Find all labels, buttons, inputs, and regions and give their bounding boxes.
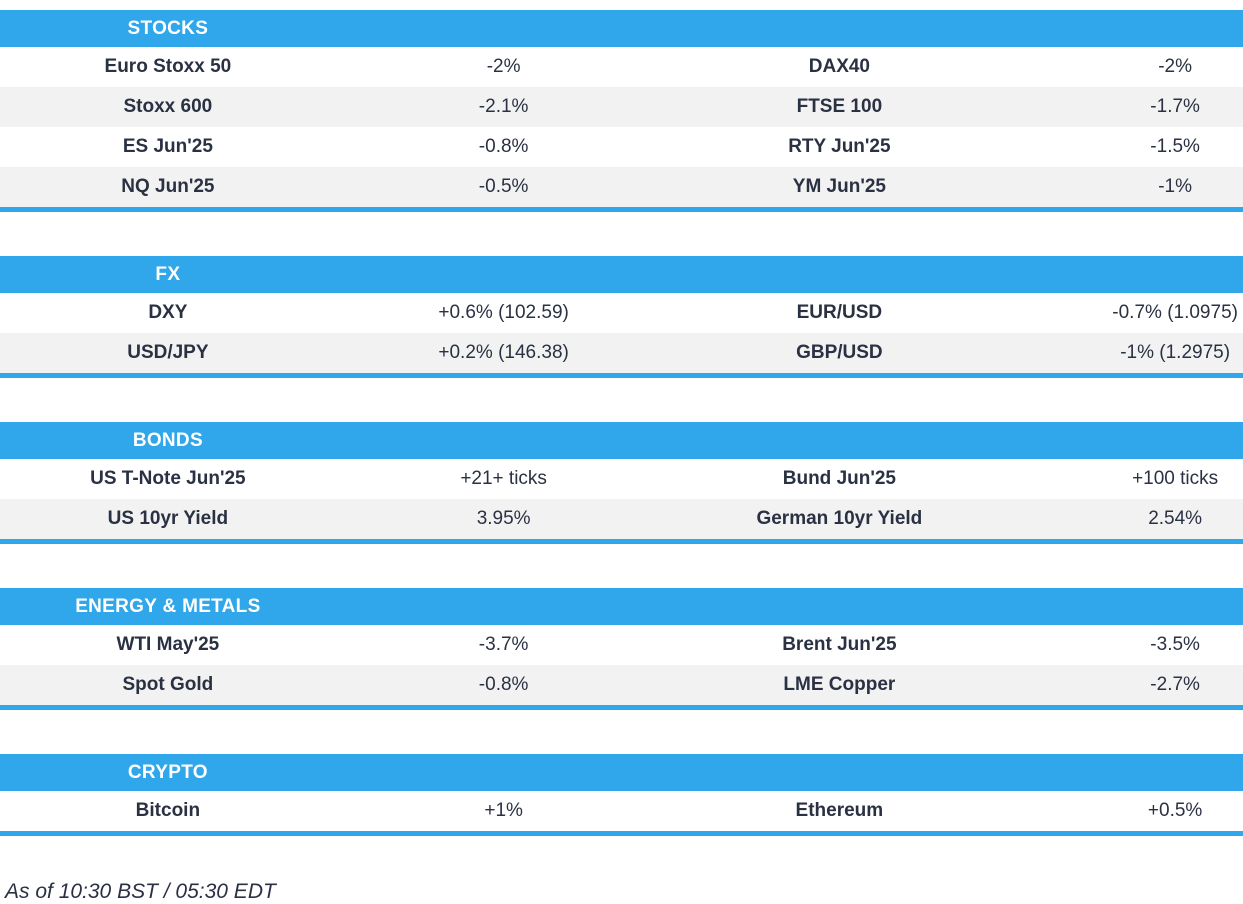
table-row: US T-Note Jun'25 +21+ ticks Bund Jun'25 … <box>0 459 1243 499</box>
instrument-label: Brent Jun'25 <box>782 634 897 655</box>
section-title: BONDS <box>132 429 203 451</box>
table-row: Spot Gold -0.8% LME Copper -2.7% <box>0 665 1243 705</box>
instrument-value: -0.7% (1.0975) <box>1112 302 1238 323</box>
market-wrap-table: STOCKS Euro Stoxx 50 -2% DAX40 -2% Stoxx… <box>0 10 1243 904</box>
instrument-value: +0.5% <box>1147 800 1203 821</box>
section-rows: DXY +0.6% (102.59) EUR/USD -0.7% (1.0975… <box>0 293 1243 373</box>
instrument-label: USD/JPY <box>127 342 209 363</box>
market-section: ENERGY & METALS WTI May'25 -3.7% Brent J… <box>0 588 1243 710</box>
section-rows: WTI May'25 -3.7% Brent Jun'25 -3.5% Spot… <box>0 625 1243 705</box>
instrument-label: NQ Jun'25 <box>121 176 215 197</box>
instrument-label: RTY Jun'25 <box>788 136 891 157</box>
instrument-value: -2% <box>1158 56 1193 77</box>
section-title: FX <box>155 263 181 285</box>
table-row: US 10yr Yield 3.95% German 10yr Yield 2.… <box>0 499 1243 539</box>
instrument-value: -1.5% <box>1150 136 1200 157</box>
section-divider <box>0 373 1243 378</box>
instrument-value: -2.7% <box>1150 674 1200 695</box>
instrument-label: Ethereum <box>795 800 884 821</box>
instrument-value: -0.8% <box>478 674 529 695</box>
section-divider <box>0 539 1243 544</box>
instrument-value: +0.2% (146.38) <box>438 342 569 363</box>
instrument-value: -1% <box>1158 176 1193 197</box>
instrument-label: GBP/USD <box>796 342 883 363</box>
instrument-label: DXY <box>148 302 188 323</box>
instrument-value: +0.6% (102.59) <box>438 302 569 323</box>
section-rows: Euro Stoxx 50 -2% DAX40 -2% Stoxx 600 -2… <box>0 47 1243 207</box>
section-title: STOCKS <box>127 17 209 39</box>
instrument-label: LME Copper <box>783 674 896 695</box>
table-row: USD/JPY +0.2% (146.38) GBP/USD -1% (1.29… <box>0 333 1243 373</box>
timestamp-note: As of 10:30 BST / 05:30 EDT <box>5 880 276 903</box>
instrument-label: Euro Stoxx 50 <box>104 56 232 77</box>
table-row: Euro Stoxx 50 -2% DAX40 -2% <box>0 47 1243 87</box>
table-row: NQ Jun'25 -0.5% YM Jun'25 -1% <box>0 167 1243 207</box>
section-rows: Bitcoin +1% Ethereum +0.5% <box>0 791 1243 831</box>
instrument-label: YM Jun'25 <box>792 176 886 197</box>
section-header: STOCKS <box>0 10 1243 47</box>
instrument-value: -1% (1.2975) <box>1120 342 1231 363</box>
market-section: CRYPTO Bitcoin +1% Ethereum +0.5% <box>0 754 1243 836</box>
instrument-label: DAX40 <box>808 56 870 77</box>
instrument-label: US T-Note Jun'25 <box>90 468 246 489</box>
instrument-value: -3.7% <box>478 634 529 655</box>
instrument-value: -2.1% <box>478 96 529 117</box>
section-title: CRYPTO <box>127 761 208 783</box>
instrument-label: German 10yr Yield <box>756 508 923 529</box>
instrument-value: -3.5% <box>1150 634 1200 655</box>
instrument-label: Spot Gold <box>122 674 214 695</box>
instrument-value: +21+ ticks <box>460 468 547 489</box>
table-row: WTI May'25 -3.7% Brent Jun'25 -3.5% <box>0 625 1243 665</box>
sections-container: STOCKS Euro Stoxx 50 -2% DAX40 -2% Stoxx… <box>0 10 1243 836</box>
section-header: ENERGY & METALS <box>0 588 1243 625</box>
instrument-label: Bund Jun'25 <box>782 468 896 489</box>
instrument-value: +100 ticks <box>1132 468 1219 489</box>
section-divider <box>0 705 1243 710</box>
market-section: STOCKS Euro Stoxx 50 -2% DAX40 -2% Stoxx… <box>0 10 1243 212</box>
instrument-value: -2% <box>486 56 521 77</box>
market-section: BONDS US T-Note Jun'25 +21+ ticks Bund J… <box>0 422 1243 544</box>
instrument-value: 3.95% <box>476 508 531 529</box>
instrument-label: US 10yr Yield <box>107 508 229 529</box>
table-row: Bitcoin +1% Ethereum +0.5% <box>0 791 1243 831</box>
section-header: BONDS <box>0 422 1243 459</box>
table-row: Stoxx 600 -2.1% FTSE 100 -1.7% <box>0 87 1243 127</box>
instrument-value: 2.54% <box>1148 508 1203 529</box>
instrument-value: -1.7% <box>1150 96 1200 117</box>
section-rows: US T-Note Jun'25 +21+ ticks Bund Jun'25 … <box>0 459 1243 539</box>
instrument-label: ES Jun'25 <box>122 136 213 157</box>
instrument-value: +1% <box>484 800 523 821</box>
instrument-label: Bitcoin <box>135 800 201 821</box>
instrument-label: WTI May'25 <box>116 634 220 655</box>
instrument-value: -0.5% <box>478 176 529 197</box>
section-divider <box>0 207 1243 212</box>
section-divider <box>0 831 1243 836</box>
instrument-label: EUR/USD <box>796 302 883 323</box>
section-header: CRYPTO <box>0 754 1243 791</box>
section-title: ENERGY & METALS <box>75 595 261 617</box>
instrument-label: FTSE 100 <box>796 96 883 117</box>
table-row: ES Jun'25 -0.8% RTY Jun'25 -1.5% <box>0 127 1243 167</box>
instrument-label: Stoxx 600 <box>123 96 213 117</box>
market-section: FX DXY +0.6% (102.59) EUR/USD -0.7% (1.0… <box>0 256 1243 378</box>
instrument-value: -0.8% <box>478 136 529 157</box>
table-row: DXY +0.6% (102.59) EUR/USD -0.7% (1.0975… <box>0 293 1243 333</box>
section-header: FX <box>0 256 1243 293</box>
